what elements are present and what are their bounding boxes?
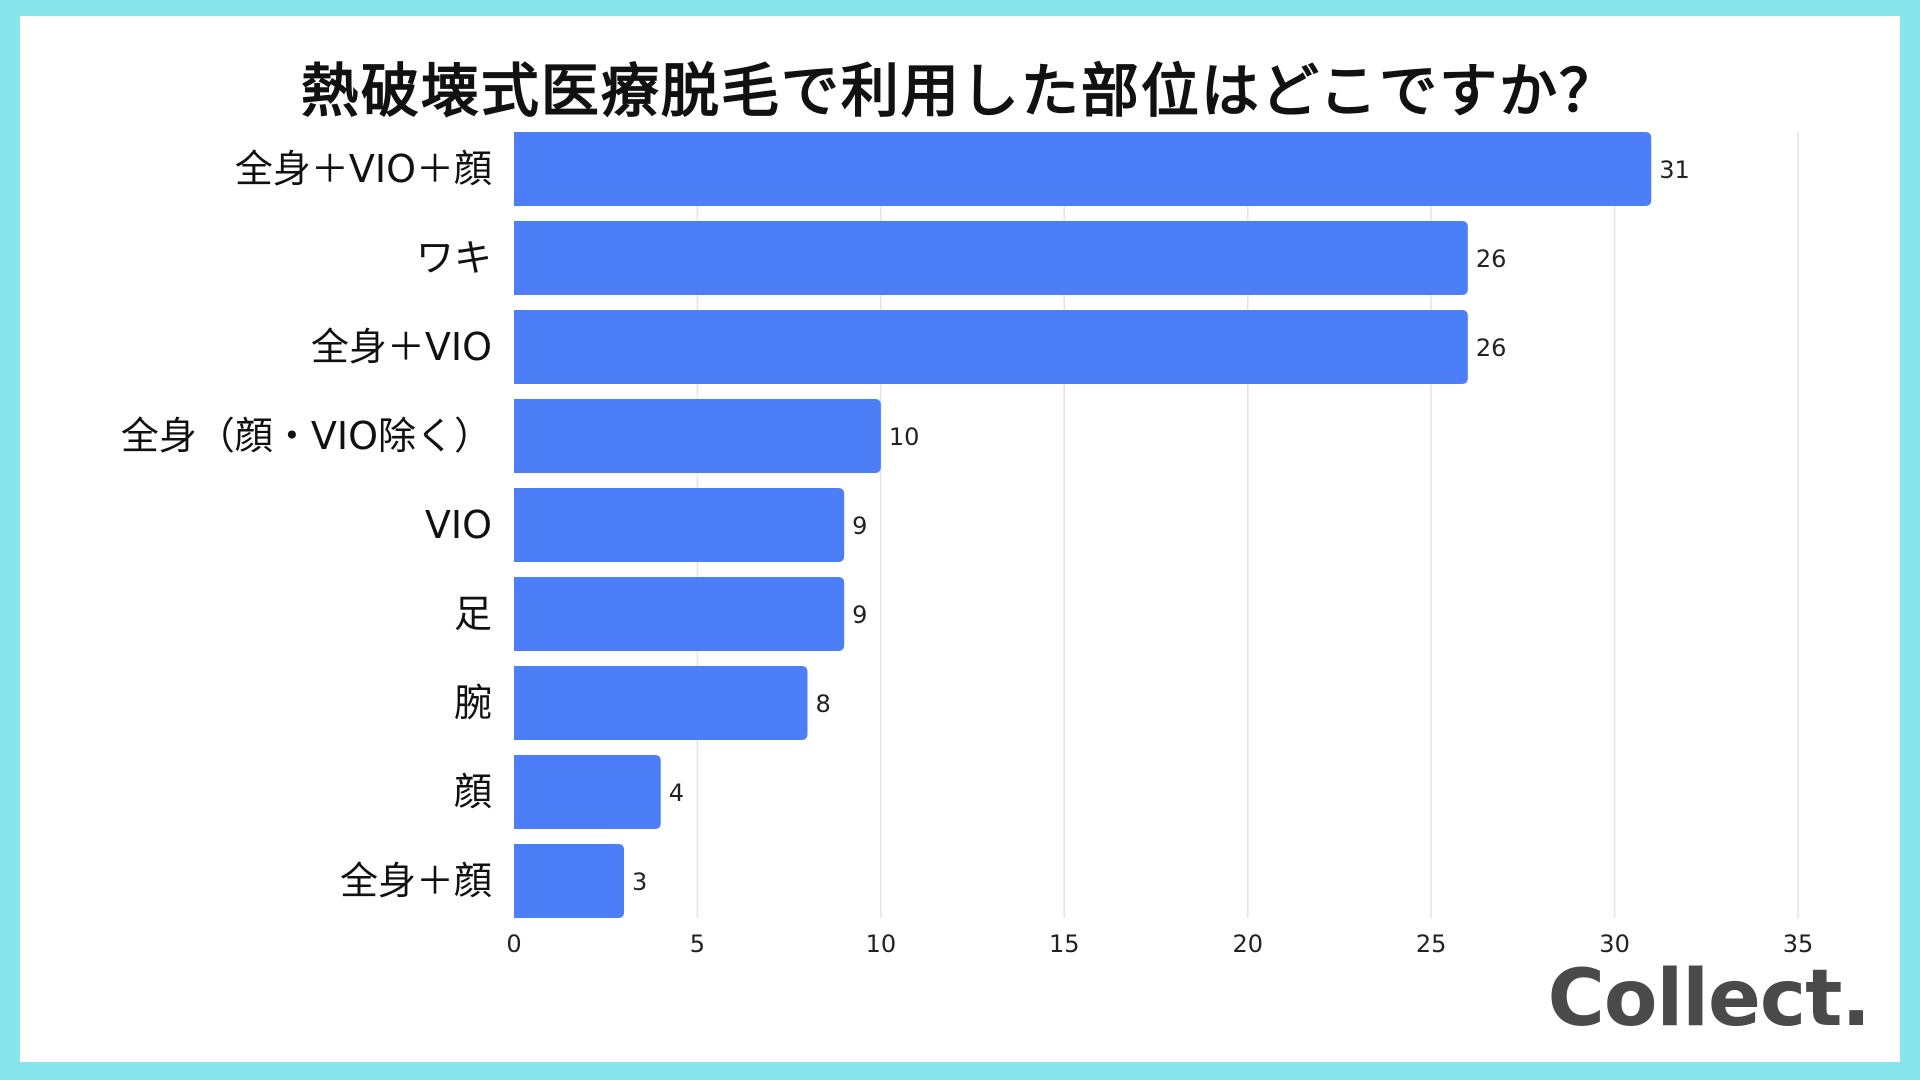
category-label: 全身（顔・VIO除く） [121,414,492,458]
value-label: 8 [815,690,830,718]
x-tick-label: 30 [1599,930,1630,958]
x-tick-label: 5 [690,930,705,958]
value-label: 9 [852,601,867,629]
category-label: 顔 [454,770,492,814]
bar [514,755,661,829]
value-label: 4 [669,779,684,807]
category-label: 全身＋顔 [340,859,492,903]
bar [514,488,845,562]
category-label: VIO [425,503,492,547]
category-label: ワキ [416,236,492,280]
value-label: 31 [1659,156,1690,184]
collect-logo: Collect. [1547,954,1871,1044]
chart-card: 熱破壊式医療脱毛で利用した部位はどこですか？ 全身＋VIO＋顔 31 ワキ 26 全身＋… [20,16,1900,1062]
bar [514,310,1468,384]
x-tick-label: 15 [1049,930,1080,958]
x-tick-label: 10 [866,930,897,958]
value-label: 26 [1476,334,1507,362]
value-label: 10 [889,423,920,451]
category-label: 全身＋VIO＋顔 [235,147,492,191]
bar [514,844,625,918]
x-tick-label: 25 [1416,930,1447,958]
value-label: 9 [852,512,867,540]
chart-title: 熱破壊式医療脱毛で利用した部位はどこですか？ [300,57,1620,125]
bar [514,577,845,651]
category-label: 全身＋VIO [311,325,492,369]
x-tick-label: 35 [1783,930,1814,958]
value-label: 26 [1476,245,1507,273]
category-label: 腕 [454,681,492,725]
bar [514,399,881,473]
bar [514,221,1468,295]
category-label: 足 [454,592,492,636]
value-label: 3 [632,868,647,896]
x-tick-label: 0 [506,930,521,958]
bar [514,132,1652,206]
bar-chart: 全身＋VIO＋顔 31 ワキ 26 全身＋VIO 26 全身（顔・VIO除く） 10 VIO 9 足… [121,132,1814,958]
x-tick-label: 20 [1232,930,1263,958]
bar [514,666,808,740]
